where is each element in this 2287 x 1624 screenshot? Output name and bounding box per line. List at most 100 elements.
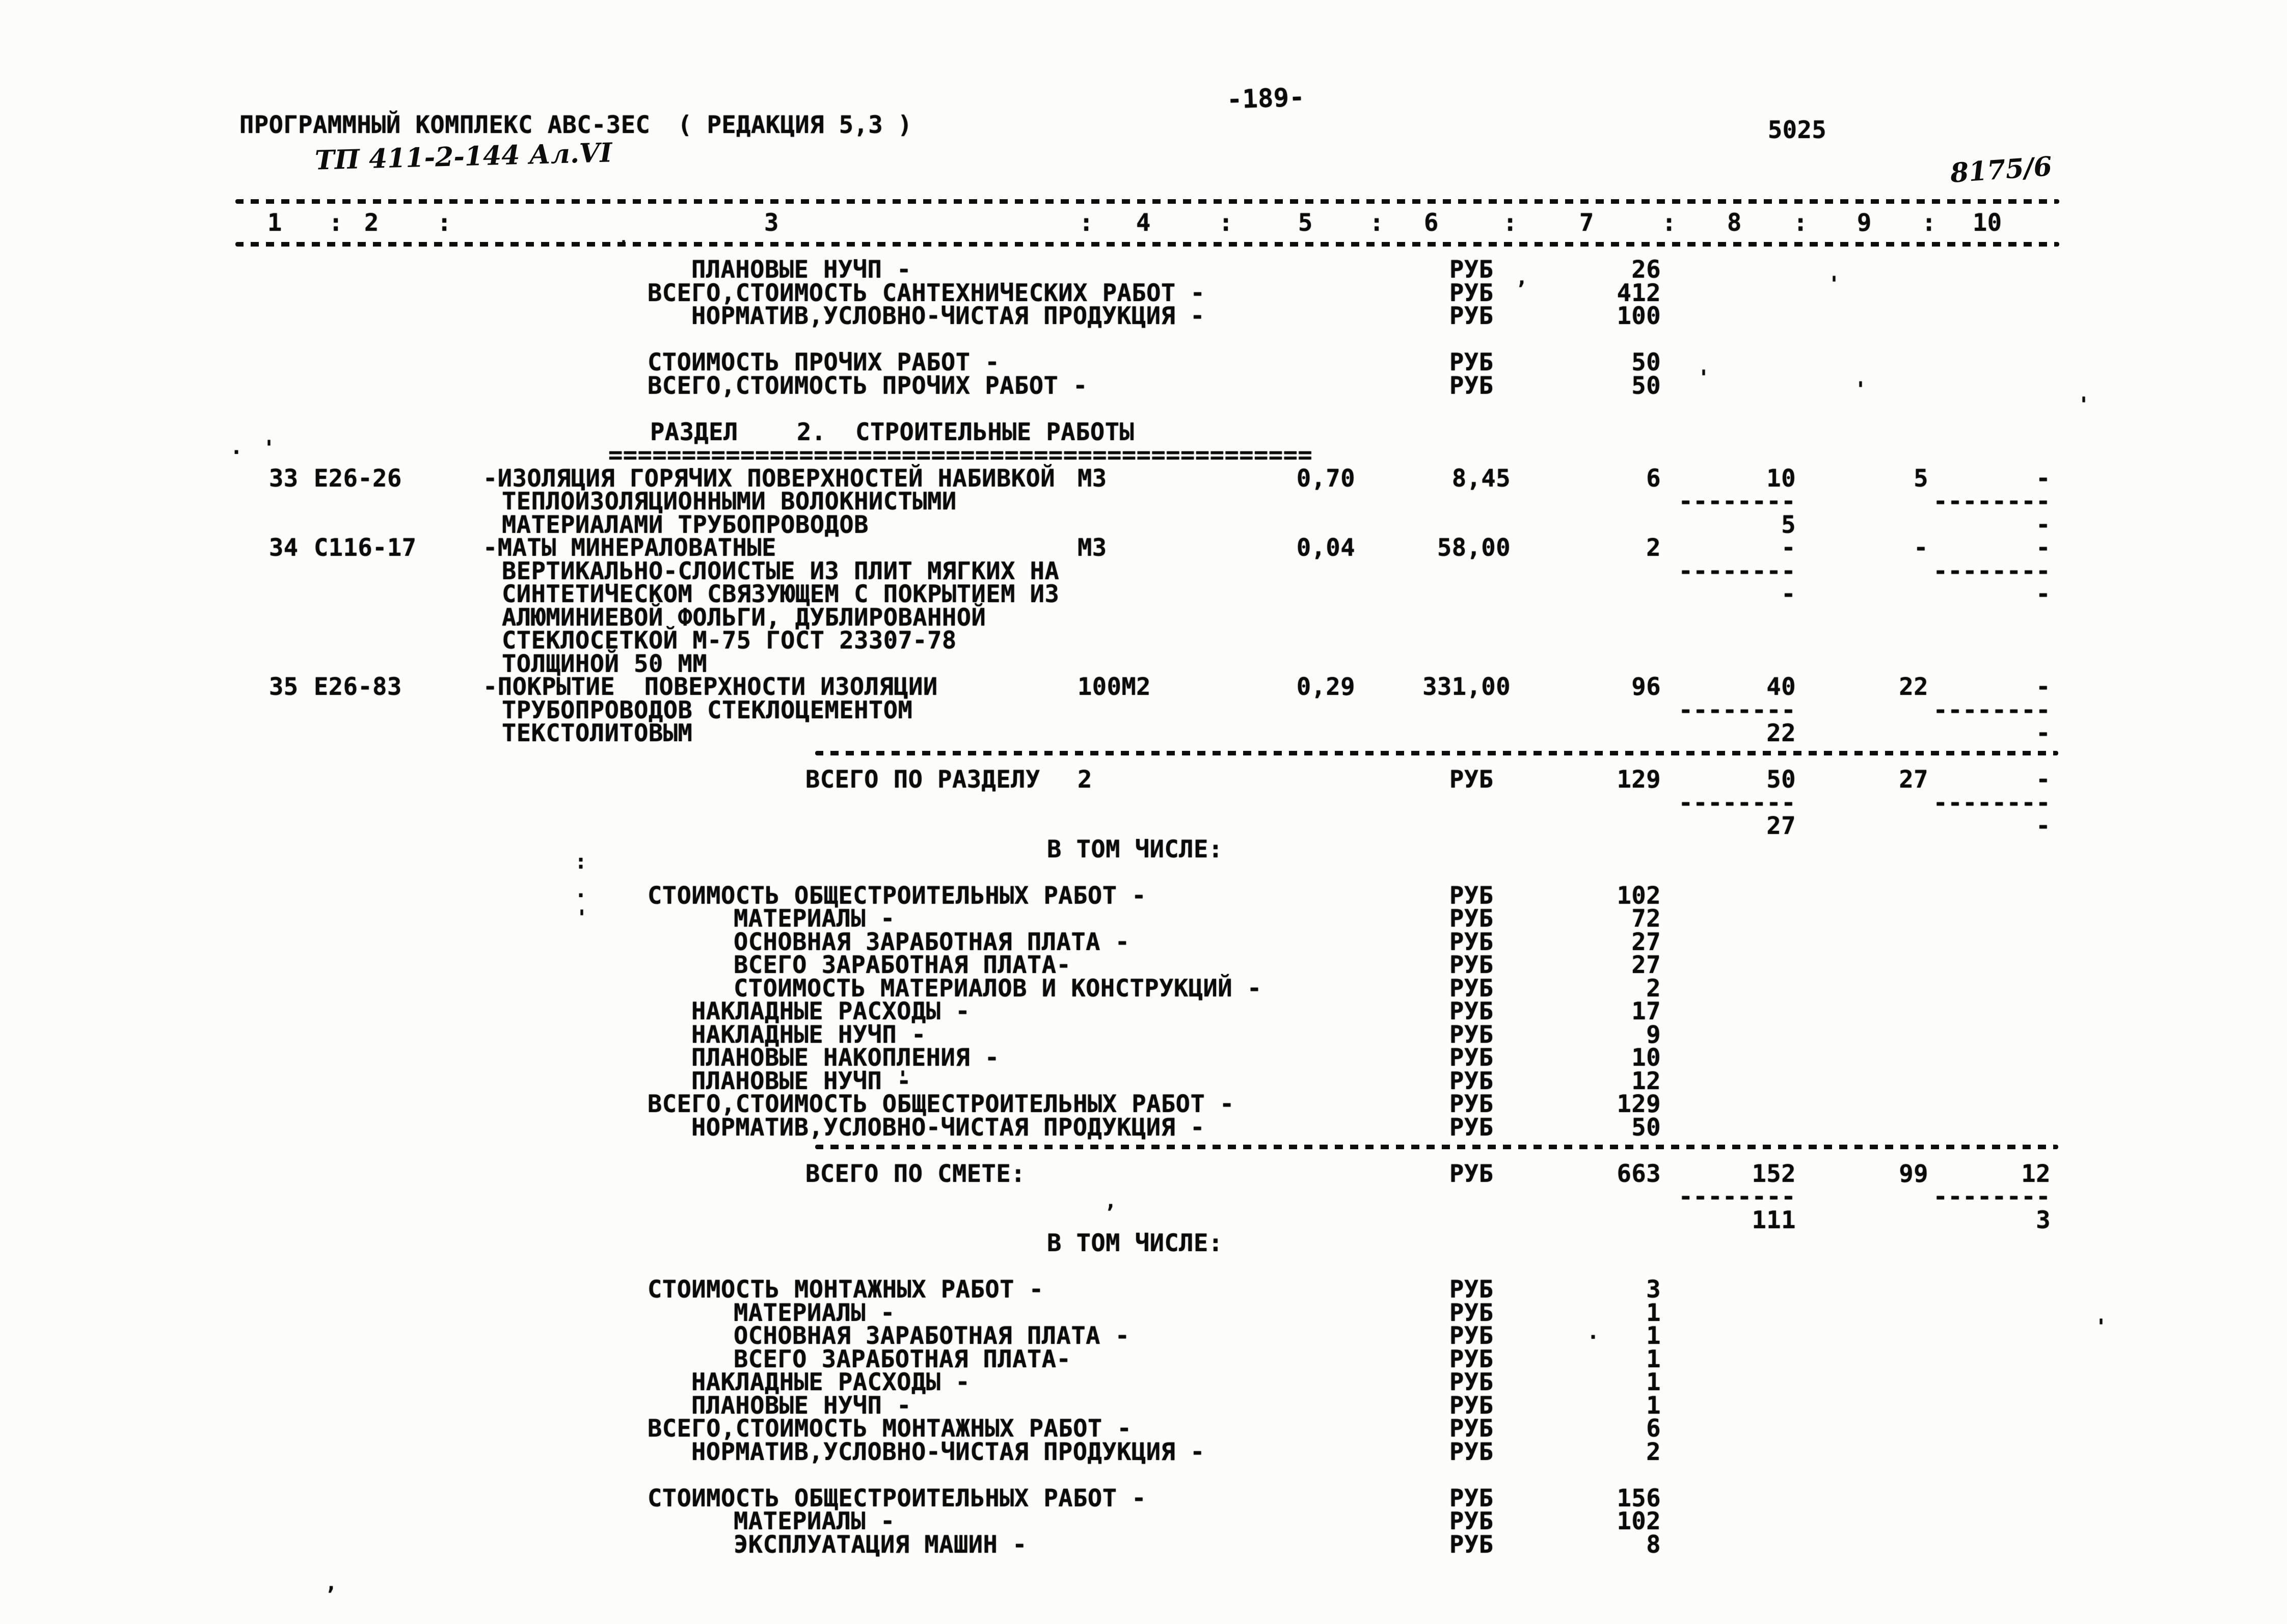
unit-cell: М3 xyxy=(1078,534,1107,562)
table-line: СТОИМОСТЬ МОНТАЖНЫХ РАБОТ - РУБ 3 xyxy=(0,1276,2287,1304)
currency-label: РУБ xyxy=(1449,1298,1494,1327)
scan-artifact: ' xyxy=(2095,1315,2108,1339)
table-line: ВСЕГО,СТОИМОСТЬ МОНТАЖНЫХ РАБОТ - РУБ 6 xyxy=(0,1415,2287,1443)
value-col7: 50 xyxy=(1631,371,1661,400)
currency-label: РУБ xyxy=(1449,1415,1494,1443)
table-line: ПЛАНОВЫЕ НУЧП - РУБ 26 xyxy=(0,256,2287,284)
currency-label: РУБ xyxy=(1449,1044,1494,1072)
column-separator-colon: : xyxy=(1369,209,1384,237)
currency-label: РУБ xyxy=(1449,1322,1494,1350)
currency-label: РУБ xyxy=(1449,997,1494,1025)
table-line: АЛЮМИНИЕВОЙ ФОЛЬГИ, ДУБЛИРОВАННОЙ xyxy=(0,604,2287,630)
value-col7: 1 xyxy=(1646,1368,1661,1396)
scan-artifact: . xyxy=(1587,1320,1600,1344)
value-col8: -------- xyxy=(1678,789,1796,817)
currency-label: РУБ xyxy=(1449,1345,1494,1373)
handwritten-project-number: ТП 411-2-144 Ал.VI xyxy=(314,137,613,176)
separator-line xyxy=(0,1136,2287,1160)
line-text: НОРМАТИВ,УСЛОВНО-ЧИСТАЯ ПРОДУКЦИЯ - xyxy=(691,1438,1205,1466)
table-line: -ПОКРЫТИЕ ПОВЕРХНОСТИ ИЗОЛЯЦИИ 35 Е26-83 10… xyxy=(0,673,2287,701)
value-col10: - xyxy=(2036,812,2051,840)
table-line: СТОИМОСТЬ МАТЕРИАЛОВ И КОНСТРУКЦИЙ - РУБ 2 xyxy=(0,974,2287,1003)
value-col7: 27 xyxy=(1631,928,1661,956)
value-col8: 50 xyxy=(1766,766,1796,794)
table-line: ОСНОВНАЯ ЗАРАБОТНАЯ ПЛАТА - РУБ 27 xyxy=(0,928,2287,956)
value-col7: 1 xyxy=(1646,1391,1661,1420)
table-line: ВСЕГО,СТОИМОСТЬ САНТЕХНИЧЕСКИХ РАБОТ - РУ… xyxy=(0,279,2287,307)
value-col7: 50 xyxy=(1631,1113,1661,1142)
table-line: -ИЗОЛЯЦИЯ ГОРЯЧИХ ПОВЕРХНОСТЕЙ НАБИВКОЙ 3… xyxy=(0,464,2287,493)
scan-artifact: ' xyxy=(897,1067,909,1091)
currency-label: РУБ xyxy=(1449,256,1494,284)
line-text: ТЕПЛОИЗОЛЯЦИОННЫМИ ВОЛОКНИСТЫМИ xyxy=(502,488,957,516)
line-text: СТОИМОСТЬ МОНТАЖНЫХ РАБОТ - xyxy=(648,1276,1044,1304)
value-col7: 2 xyxy=(1646,534,1661,562)
currency-label: РУБ xyxy=(1449,279,1494,307)
page-number: -189- xyxy=(1226,82,1305,115)
value-col7: 17 xyxy=(1631,997,1661,1025)
table-line: НАКЛАДНЫЕ РАСХОДЫ - РУБ 17 xyxy=(0,997,2287,1025)
value-col8: 10 xyxy=(1766,464,1796,493)
line-text: ВСЕГО ПО СМЕТЕ: xyxy=(805,1159,1026,1188)
currency-label: РУБ xyxy=(1449,951,1494,979)
column-number-9: 9 xyxy=(1857,209,1872,237)
currency-label: РУБ xyxy=(1449,1438,1494,1466)
line-text: -ИЗОЛЯЦИЯ ГОРЯЧИХ ПОВЕРХНОСТЕЙ НАБИВКОЙ xyxy=(483,464,1056,493)
currency-label: РУБ xyxy=(1449,1391,1494,1420)
line-text: ПЛАНОВЫЕ НАКОПЛЕНИЯ - xyxy=(691,1044,1000,1072)
value-col10: 12 xyxy=(2021,1159,2051,1188)
value-col8: 111 xyxy=(1752,1206,1796,1234)
table-line: ТРУБОПРОВОДОВ СТЕКЛОЦЕМЕНТОМ -------- ----… xyxy=(0,696,2287,722)
column-number-6: 6 xyxy=(1424,209,1439,237)
column-number-8: 8 xyxy=(1727,209,1742,237)
currency-label: РУБ xyxy=(1449,1067,1494,1095)
dashed-rule-under-header xyxy=(235,242,2059,247)
line-text: В ТОМ ЧИСЛЕ: xyxy=(1047,835,1223,863)
table-line: ВСЕГО,СТОИМОСТЬ ОБЩЕСТРОИТЕЛЬНЫХ РАБОТ -… xyxy=(0,1090,2287,1116)
value-col7: 6 xyxy=(1646,1415,1661,1443)
table-line: -------- -------- xyxy=(0,789,2287,817)
value-col9: 5 xyxy=(1914,464,1928,493)
column-separator-colon: : xyxy=(1662,209,1677,237)
value-col10: - xyxy=(2036,580,2051,608)
currency-label: РУБ xyxy=(1449,348,1494,376)
table-line: ВСЕГО ЗАРАБОТНАЯ ПЛАТА- РУБ 27 xyxy=(0,951,2287,979)
table-line: РАЗДЕЛ 2. СТРОИТЕЛЬНЫЕ РАБОТЫ xyxy=(0,418,2287,446)
table-line: В ТОМ ЧИСЛЕ: xyxy=(0,1229,2287,1255)
unit-price-cell: 58,00 xyxy=(1437,534,1511,562)
value-col8: 40 xyxy=(1766,673,1796,701)
line-text: РАЗДЕЛ 2. СТРОИТЕЛЬНЫЕ РАБОТЫ xyxy=(650,418,1135,446)
value-col10: -------- xyxy=(1933,557,2051,585)
unit-price-cell: 8,45 xyxy=(1451,464,1511,493)
table-line: СТОИМОСТЬ ОБЩЕСТРОИТЕЛЬНЫХ РАБОТ - РУБ 156 xyxy=(0,1484,2287,1512)
table-line: В ТОМ ЧИСЛЕ: xyxy=(0,835,2287,863)
value-col7: 129 xyxy=(1617,766,1661,794)
column-number-7: 7 xyxy=(1579,209,1594,237)
table-line: НОРМАТИВ,УСЛОВНО-ЧИСТАЯ ПРОДУКЦИЯ - РУБ 50 xyxy=(0,1113,2287,1142)
line-text: ВСЕГО,СТОИМОСТЬ МОНТАЖНЫХ РАБОТ - xyxy=(648,1415,1132,1443)
line-text: МАТЕРИАЛЫ - xyxy=(734,1298,895,1327)
value-col7: 102 xyxy=(1617,881,1661,910)
line-text: МАТЕРИАЛЫ - xyxy=(734,905,895,933)
table-line: -МАТЫ МИНЕРАЛОВАТНЫЕ 34 С116-17 М3 0,04 58,00… xyxy=(0,534,2287,562)
unit-cell: 100М2 xyxy=(1078,673,1151,701)
currency-label: РУБ xyxy=(1449,1159,1494,1188)
quantity-cell: 0,29 xyxy=(1296,673,1355,701)
line-text: СТОИМОСТЬ МАТЕРИАЛОВ И КОНСТРУКЦИЙ - xyxy=(734,974,1262,1003)
document-code: 5025 xyxy=(1768,116,1827,144)
currency-label: РУБ xyxy=(1449,1484,1494,1512)
scan-artifact: . xyxy=(575,879,587,902)
currency-label: РУБ xyxy=(1449,371,1494,400)
value-col7: 3 xyxy=(1646,1276,1661,1304)
currency-label: РУБ xyxy=(1449,302,1494,330)
column-number-3: 3 xyxy=(764,209,779,237)
value-col8: -------- xyxy=(1678,557,1796,585)
line-text: НОРМАТИВ,УСЛОВНО-ЧИСТАЯ ПРОДУКЦИЯ - xyxy=(691,1113,1205,1142)
line-text: МАТЕРИАЛАМИ ТРУБОПРОВОДОВ xyxy=(502,510,869,539)
quantity-cell: 0,04 xyxy=(1296,534,1355,562)
value-col10: -------- xyxy=(1933,488,2051,516)
scan-artifact: ' xyxy=(1828,273,1841,296)
value-col8: -------- xyxy=(1678,1183,1796,1211)
value-col7: 1 xyxy=(1646,1298,1661,1327)
line-text: СТОИМОСТЬ ОБЩЕСТРОИТЕЛЬНЫХ РАБОТ - xyxy=(648,881,1147,910)
